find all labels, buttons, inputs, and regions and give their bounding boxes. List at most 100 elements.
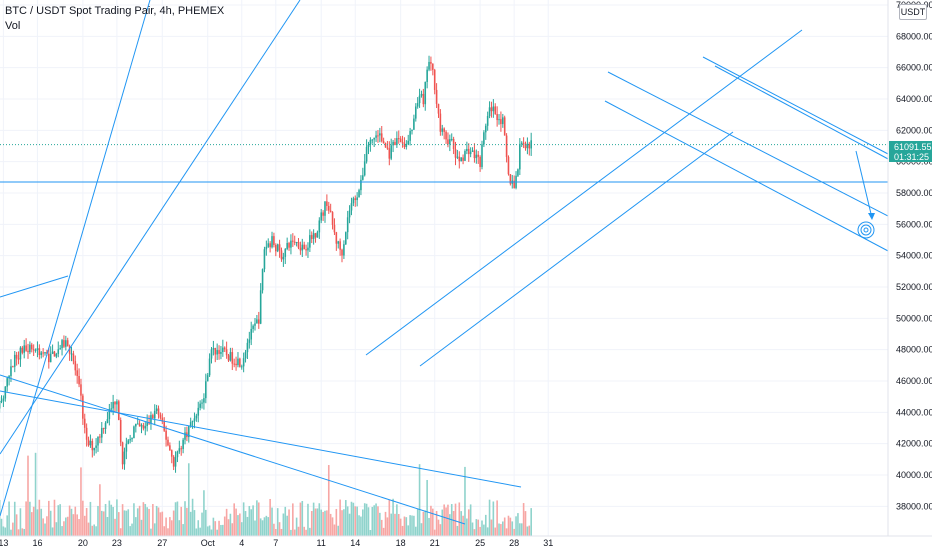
candle-body: [218, 350, 220, 354]
trendline: [0, 0, 151, 517]
candle-body: [205, 381, 207, 399]
volume-bar: [517, 513, 519, 536]
volume-bar: [513, 528, 515, 536]
candle-body: [265, 246, 268, 250]
currency-button[interactable]: USDT: [899, 4, 927, 20]
volume-bar: [119, 528, 122, 536]
projection-target[interactable]: [855, 150, 875, 239]
volume-bar: [220, 524, 222, 536]
volume-bar: [303, 526, 305, 536]
volume-bar: [363, 503, 366, 536]
candle-body: [201, 402, 203, 404]
volume-bar: [490, 519, 493, 536]
volume-bar: [222, 524, 224, 536]
volume-bar: [131, 523, 133, 536]
volume-bar: [441, 509, 444, 536]
volume-indicator-label[interactable]: Vol: [5, 20, 21, 32]
volume-bar: [515, 516, 517, 536]
candle-body: [522, 142, 525, 144]
volume-bar: [528, 525, 531, 536]
candle-body: [371, 139, 374, 141]
volume-bar: [100, 510, 103, 536]
volume-bar: [520, 523, 523, 536]
volume-bar: [329, 513, 332, 536]
candle-body: [121, 442, 124, 465]
candle-body: [57, 349, 60, 354]
time-tick-label: 28: [509, 538, 519, 548]
candle-body: [430, 61, 432, 64]
volume-bar: [488, 499, 491, 536]
volume-bar: [439, 524, 442, 536]
candle-body: [85, 427, 88, 440]
volume-bar: [348, 513, 351, 536]
volume-bar: [409, 515, 411, 536]
candle-body: [466, 148, 468, 152]
price-tick-label: 46000.00: [896, 376, 932, 386]
volume-bar: [144, 503, 147, 536]
candle-body: [433, 69, 436, 90]
candle-body: [341, 249, 343, 256]
volume-bar: [337, 525, 340, 536]
trend-channel-drawings[interactable]: [0, 0, 891, 525]
candle-body: [401, 142, 404, 144]
candle-body: [392, 141, 394, 146]
volume-bar: [169, 517, 171, 536]
candle-body: [36, 348, 39, 350]
candle-body: [40, 352, 43, 355]
volume-bar: [354, 506, 357, 536]
candle-body: [199, 403, 201, 408]
volume-bar: [182, 524, 184, 536]
candle-body: [469, 151, 472, 155]
volume-bar: [193, 510, 196, 536]
volume-bar: [309, 527, 311, 536]
candle-body: [74, 361, 77, 371]
volume-bar: [257, 502, 260, 536]
candle-body: [500, 119, 502, 125]
volume-bar: [346, 506, 349, 536]
price-tick-label: 66000.00: [896, 63, 932, 73]
volume-bar: [161, 511, 164, 536]
candle-body: [8, 376, 10, 379]
candle-body: [452, 138, 455, 149]
volume-bar: [399, 518, 402, 536]
volume-bar: [197, 520, 200, 536]
price-tick-label: 40000.00: [896, 470, 932, 480]
candle-body: [337, 241, 340, 244]
volume-bar: [187, 463, 190, 536]
candle-body: [140, 425, 143, 427]
volume-bar: [326, 510, 328, 536]
volume-bar: [335, 508, 338, 536]
time-axis[interactable]: [0, 536, 888, 550]
candle-body: [363, 161, 366, 176]
volume-bar: [503, 517, 506, 536]
volume-bar: [407, 525, 410, 536]
candle-body: [394, 141, 396, 146]
symbol-title[interactable]: BTC / USDT Spot Trading Pair, 4h, PHEMEX: [5, 5, 225, 17]
candle-body: [135, 423, 137, 427]
volume-bar: [401, 525, 404, 536]
time-tick-label: 27: [157, 538, 167, 548]
chart-legend[interactable]: BTC / USDT Spot Trading Pair, 4h, PHEMEX…: [5, 4, 224, 34]
candle-body: [443, 128, 445, 132]
candle-body: [352, 198, 355, 204]
candle-body: [127, 440, 130, 444]
candle-body: [32, 349, 35, 351]
candle-body: [235, 363, 237, 366]
volume-bar: [524, 511, 527, 536]
volume-bar: [34, 452, 37, 536]
trendline: [0, 390, 522, 488]
volume-bar: [286, 515, 288, 536]
candle-body: [354, 198, 357, 201]
candle-body: [484, 125, 487, 133]
price-tick-label: 56000.00: [896, 219, 932, 229]
candle-body: [123, 451, 126, 465]
volume-bar: [392, 498, 394, 536]
volume-bar: [212, 517, 215, 536]
volume-bar: [307, 503, 309, 536]
price-axis[interactable]: [888, 0, 932, 536]
volume-bar: [301, 500, 304, 536]
volume-bar: [322, 511, 324, 536]
volume-bar: [299, 502, 302, 536]
candle-body: [411, 129, 413, 132]
